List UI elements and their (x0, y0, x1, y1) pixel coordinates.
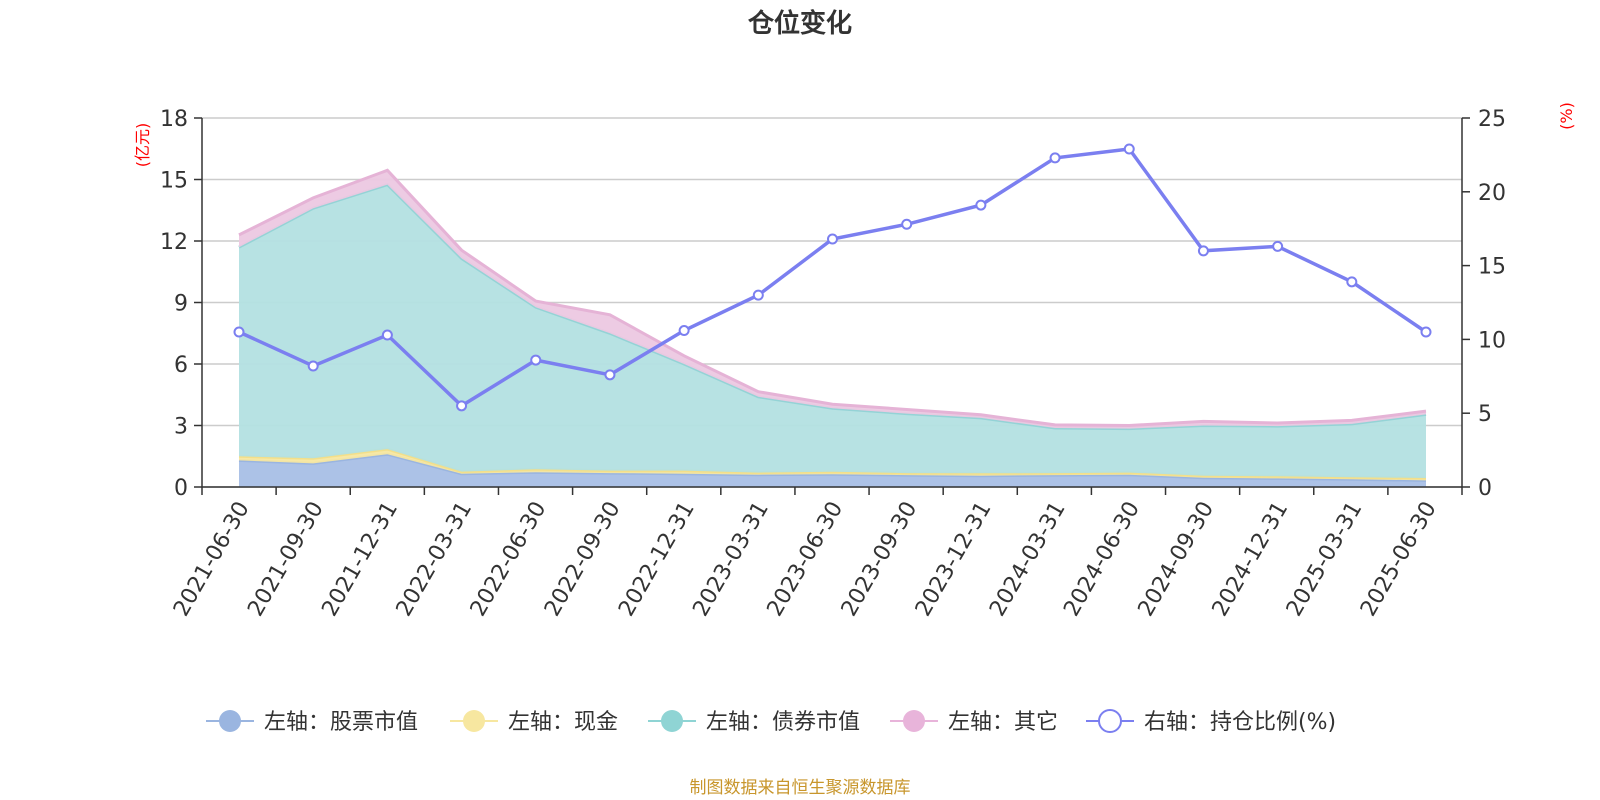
filled-circle-icon (463, 710, 485, 732)
x-tick-label: 2022-03-31 (392, 498, 478, 621)
ratio-line (233, 143, 1432, 412)
area-edge-左轴：其它 (238, 168, 1427, 428)
filled-circle-icon (219, 710, 241, 732)
left-tick-label: 18 (160, 107, 188, 132)
filled-circle-icon (903, 710, 925, 732)
area-左轴：股票市值 (239, 454, 1426, 487)
right-tick-label: 20 (1478, 181, 1506, 206)
x-tick-label: 2024-03-31 (985, 498, 1071, 621)
x-tick-label: 2023-09-30 (837, 498, 923, 621)
left-tick-label: 0 (174, 476, 188, 501)
ratio-point (1049, 152, 1061, 164)
area-左轴：债券市值 (239, 184, 1426, 478)
x-tick-label: 2023-03-31 (688, 498, 774, 621)
x-tick-label: 2025-03-31 (1282, 498, 1368, 621)
ratio-point (678, 325, 690, 337)
left-tick-label: 12 (160, 230, 188, 255)
legend-label: 左轴：其它 (948, 710, 1058, 735)
left-tick-label: 9 (174, 292, 188, 317)
ratio-point (381, 329, 393, 341)
source-note: 制图数据来自恒生聚源数据库 (690, 778, 911, 798)
ratio-point (827, 233, 838, 245)
legend: 左轴：股票市值 左轴：现金 左轴：债券市值 左轴：其它 右轴：持仓比例(%) (206, 709, 1336, 735)
ratio-point (752, 289, 764, 301)
x-tick-label: 2023-12-31 (911, 498, 997, 621)
legend-item: 左轴：现金 (450, 710, 618, 735)
ratio-point (604, 369, 616, 381)
x-tick-label: 2022-06-30 (466, 498, 552, 621)
legend-label: 左轴：股票市值 (264, 710, 418, 735)
right-axis-unit: (%) (1557, 102, 1576, 130)
left-axis-unit: (亿元) (133, 123, 152, 168)
legend-label: 左轴：债券市值 (706, 710, 860, 735)
ratio-point (1123, 143, 1135, 155)
left-tick-label: 15 (160, 169, 188, 194)
ratio-point (456, 400, 468, 412)
legend-item: 左轴：债券市值 (648, 710, 860, 735)
stacked-areas (238, 168, 1427, 487)
legend-item: 左轴：股票市值 (206, 710, 418, 735)
hollow-circle-icon (1098, 709, 1122, 733)
x-tick-label: 2024-09-30 (1134, 498, 1220, 621)
x-tick-label: 2021-06-30 (169, 498, 255, 621)
right-tick-label: 0 (1478, 476, 1492, 501)
filled-circle-icon (661, 710, 683, 732)
left-tick-label: 3 (174, 415, 188, 440)
ratio-point (530, 354, 542, 366)
legend-item: 左轴：其它 (890, 710, 1058, 735)
x-tick-label: 2025-06-30 (1356, 498, 1442, 621)
ratio-point (901, 218, 913, 230)
right-tick-label: 15 (1478, 255, 1506, 280)
ratio-point (1420, 326, 1432, 338)
chart-title: 仓位变化 (747, 8, 852, 39)
x-tick-label: 2022-12-31 (614, 498, 700, 621)
ratio-point (975, 199, 987, 211)
right-tick-label: 5 (1478, 402, 1492, 427)
ratio-point (233, 326, 245, 338)
right-tick-label: 25 (1478, 107, 1506, 132)
x-tick-label: 2023-06-30 (763, 498, 849, 621)
x-tick-label: 2024-06-30 (1059, 498, 1145, 621)
x-tick-label: 2021-12-31 (317, 498, 403, 621)
ratio-point (1346, 276, 1358, 288)
x-tick-label: 2024-12-31 (1208, 498, 1294, 621)
ratio-point (1197, 245, 1209, 257)
legend-label: 左轴：现金 (508, 710, 618, 735)
ratio-point (307, 360, 319, 372)
legend-label: 右轴：持仓比例(%) (1144, 710, 1336, 735)
legend-item: 右轴：持仓比例(%) (1086, 709, 1336, 735)
x-tick-label: 2022-09-30 (540, 498, 626, 621)
right-tick-label: 10 (1478, 328, 1506, 353)
x-tick-label: 2021-09-30 (243, 498, 329, 621)
left-tick-label: 6 (174, 353, 188, 378)
ratio-point (1272, 240, 1284, 252)
